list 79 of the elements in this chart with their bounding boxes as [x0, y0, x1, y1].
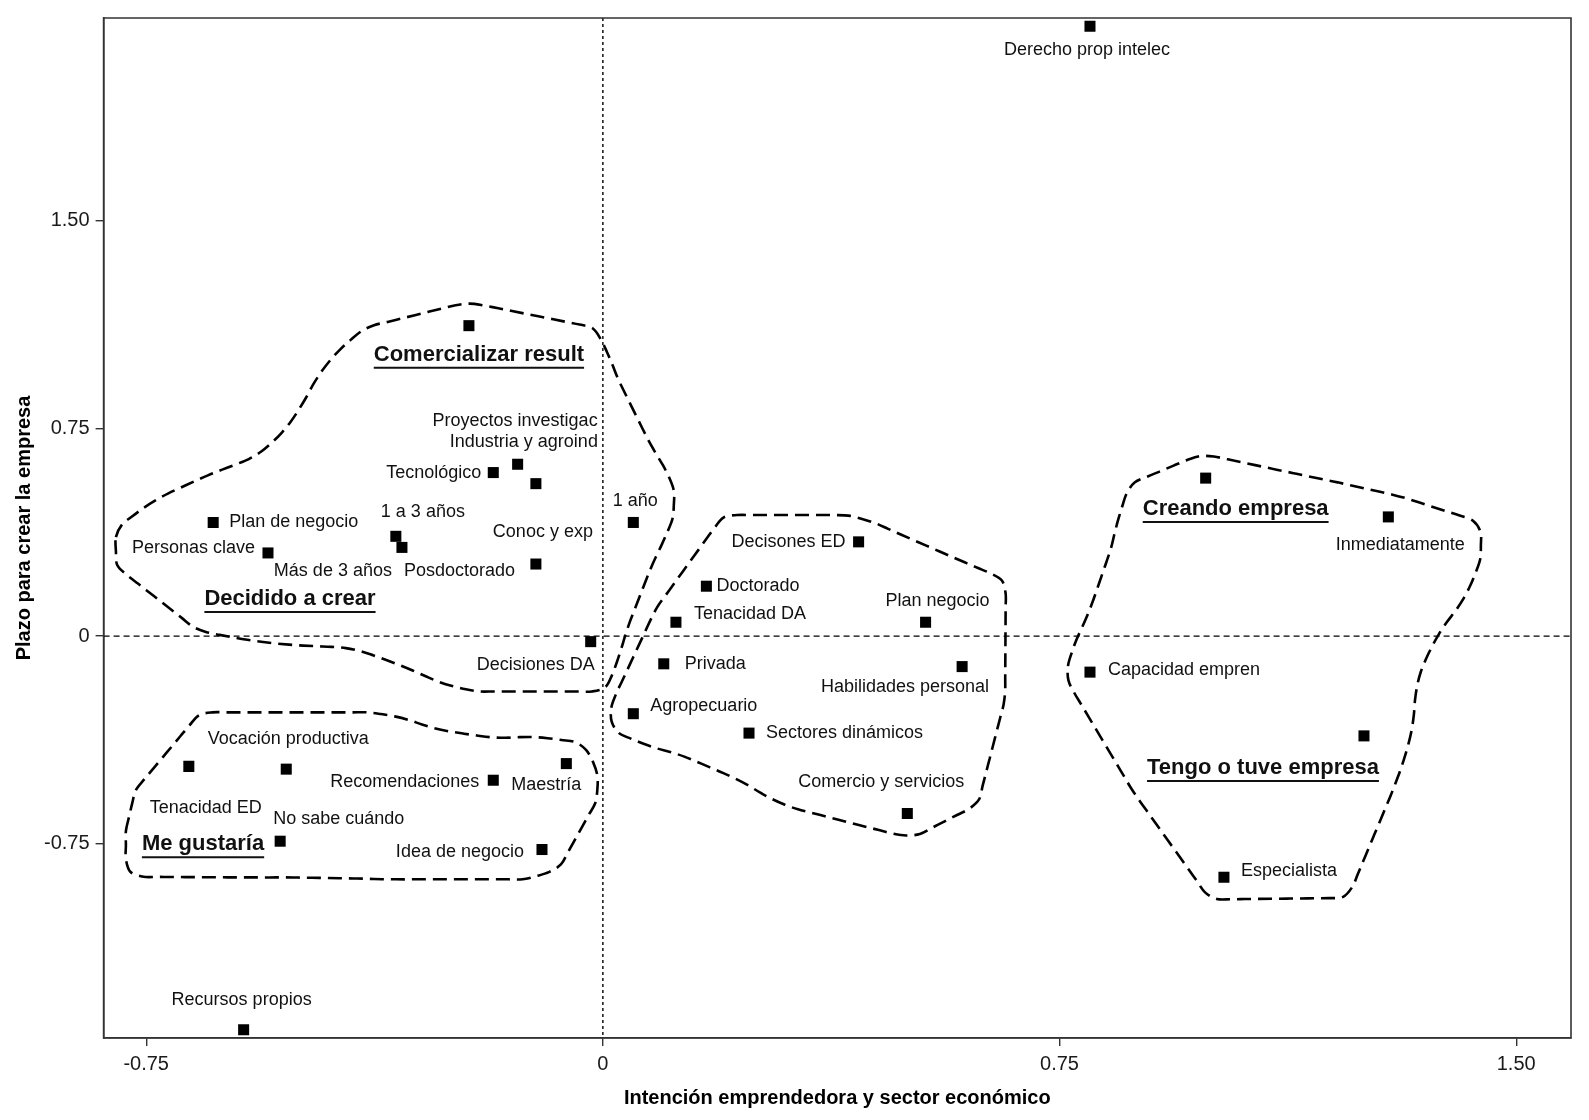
annotation: 1 año — [612, 490, 658, 511]
annotation: Decisiones DA — [476, 653, 595, 674]
x-axis-title: Intención emprendedora y sector económico — [623, 1085, 1051, 1108]
point — [280, 763, 292, 775]
annotation: Doctorado — [716, 575, 800, 596]
annotation: Creando empresa — [1142, 495, 1330, 521]
point — [743, 727, 755, 739]
point — [487, 467, 499, 479]
point — [536, 844, 548, 856]
annotation: Recursos propios — [171, 988, 312, 1009]
annotation: Especialista — [1240, 860, 1338, 881]
point — [585, 636, 597, 648]
annotation: Privada — [684, 652, 747, 673]
point — [262, 547, 274, 559]
point — [920, 616, 932, 628]
annotation: 1 a 3 años — [380, 501, 465, 522]
point — [700, 580, 712, 592]
point — [901, 807, 913, 820]
point — [627, 708, 639, 720]
point — [530, 558, 542, 570]
x-tick-label: 0.75 — [1040, 1051, 1079, 1074]
y-tick-label: -0.75 — [43, 831, 90, 854]
point — [512, 458, 524, 470]
annotation: Tecnológico — [386, 461, 482, 482]
annotation: Recomendaciones — [330, 771, 480, 792]
annotation: Habilidades personal — [821, 675, 990, 696]
annotation: Personas clave — [131, 536, 255, 557]
point — [1084, 20, 1096, 32]
point — [183, 760, 195, 772]
annotation: Conoc y exp — [492, 521, 593, 541]
y-tick-label: 0 — [78, 623, 90, 646]
annotation: Comercializar result — [373, 340, 585, 366]
annotation: Decisones ED — [731, 530, 846, 551]
y-tick-label: 0.75 — [50, 415, 90, 438]
point — [530, 478, 542, 490]
annotation: Agropecuario — [650, 694, 758, 715]
annotation: Inmediatamente — [1335, 533, 1465, 554]
annotation: Comercio y servicios — [798, 771, 965, 792]
annotation: Decidido a crear — [204, 585, 377, 611]
annotation: Más de 3 años — [273, 560, 392, 581]
y-tick-label: 1.50 — [50, 207, 90, 230]
annotation: Plan de negocio — [229, 511, 359, 532]
annotation: No sabe cuándo — [273, 808, 405, 829]
point — [1358, 730, 1370, 742]
point — [956, 661, 968, 673]
annotation: Capacidad empren — [1107, 659, 1261, 680]
point — [560, 758, 572, 770]
point — [658, 658, 670, 670]
annotation: Posdoctorado — [403, 560, 516, 581]
point — [396, 541, 408, 553]
annotation: Derecho prop intelec — [1003, 39, 1171, 60]
annotation: Vocación productiva — [207, 728, 370, 749]
annotation: Proyectos investigac — [432, 410, 598, 431]
annotation: Industria y agroind — [449, 430, 598, 451]
annotation: Tenacidad ED — [149, 797, 262, 818]
point — [1382, 511, 1394, 523]
point — [207, 516, 219, 528]
annotation: Me gustaría — [141, 830, 265, 856]
point — [390, 530, 402, 542]
point — [238, 1024, 250, 1036]
point — [1200, 472, 1212, 484]
x-tick-label: 0 — [597, 1051, 609, 1074]
point — [274, 835, 286, 847]
point — [487, 774, 499, 786]
annotation: Plan negocio — [885, 590, 990, 611]
annotation: Maestría — [511, 773, 583, 794]
annotation: Tengo o tuve empresa — [1147, 753, 1380, 779]
annotation: Idea de negocio — [395, 841, 524, 862]
y-axis-title: Plazo para crear la empresa — [11, 394, 34, 661]
point — [1218, 871, 1230, 883]
point — [627, 516, 639, 528]
point — [853, 536, 865, 548]
point — [463, 320, 475, 332]
annotation: Tenacidad DA — [693, 603, 807, 624]
annotation: Sectores dinámicos — [766, 722, 924, 743]
x-tick-label: 1.50 — [1496, 1051, 1536, 1074]
point — [1084, 666, 1096, 678]
point — [670, 616, 682, 628]
x-tick-label: -0.75 — [123, 1051, 169, 1074]
